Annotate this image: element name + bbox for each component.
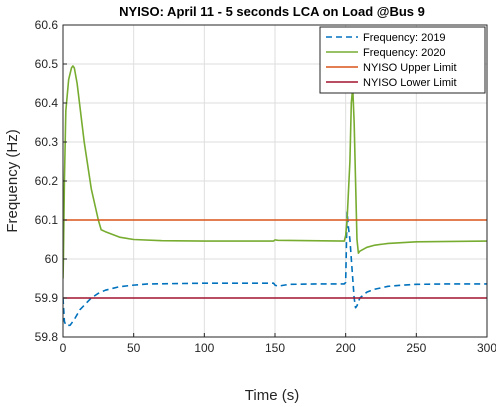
legend-label-frequency-2019: Frequency: 2019 (363, 32, 446, 44)
y-tick-label: 60.6 (35, 18, 59, 32)
y-axis-ticks: 59.8 59.9 60 60.1 60.2 60.3 60.4 60.5 60.6 (35, 18, 67, 344)
y-tick-label: 59.8 (35, 330, 59, 344)
y-tick-label: 60.5 (35, 57, 59, 71)
y-tick-label: 60.4 (35, 96, 59, 110)
x-tick-label: 250 (406, 341, 426, 355)
x-tick-label: 0 (60, 341, 67, 355)
series-layer (63, 65, 487, 327)
y-axis-label: Frequency (Hz) (4, 129, 21, 232)
chart-title: NYISO: April 11 - 5 seconds LCA on Load … (119, 4, 425, 19)
y-tick-label: 60 (45, 252, 59, 266)
x-tick-label: 100 (194, 341, 214, 355)
x-tick-label: 150 (265, 341, 285, 355)
x-tick-label: 300 (477, 341, 496, 355)
legend-label-frequency-2020: Frequency: 2020 (363, 47, 446, 59)
x-tick-label: 50 (127, 341, 141, 355)
y-tick-label: 59.9 (35, 291, 59, 305)
x-tick-label: 200 (336, 341, 356, 355)
legend: Frequency: 2019 Frequency: 2020 NYISO Uppe… (319, 26, 486, 94)
y-tick-label: 60.3 (35, 135, 59, 149)
y-tick-label: 60.1 (35, 213, 59, 227)
x-axis-label: Time (s) (245, 387, 299, 404)
legend-label-nyiso-lower-limit: NYISO Lower Limit (363, 77, 457, 89)
series-line-frequency-2020 (63, 65, 487, 279)
y-tick-label: 60.2 (35, 174, 59, 188)
series-line-frequency-2019 (63, 211, 487, 327)
legend-label-nyiso-upper-limit: NYISO Upper Limit (363, 62, 457, 74)
x-axis-ticks: 0 50 100 150 200 250 300 (60, 333, 496, 355)
